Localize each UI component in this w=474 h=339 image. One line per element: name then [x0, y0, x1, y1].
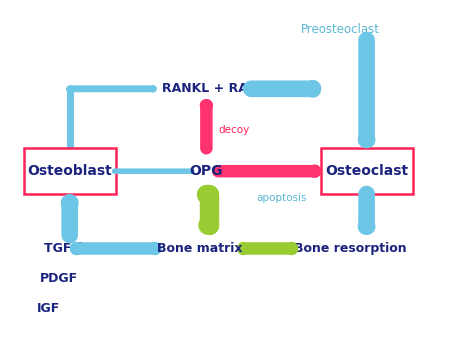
Text: decoy: decoy	[218, 125, 249, 135]
Text: Bone resorption: Bone resorption	[294, 242, 406, 255]
Text: apoptosis: apoptosis	[256, 193, 307, 203]
Text: PDGF: PDGF	[40, 272, 78, 285]
FancyBboxPatch shape	[24, 148, 116, 194]
Text: IGF: IGF	[36, 301, 60, 315]
Text: TGF β1: TGF β1	[44, 242, 93, 255]
Text: OPG: OPG	[190, 164, 223, 178]
Text: Bone matrix: Bone matrix	[156, 242, 242, 255]
Text: Osteoblast: Osteoblast	[27, 164, 112, 178]
Text: RANKL + RANK: RANKL + RANK	[162, 82, 267, 95]
FancyBboxPatch shape	[320, 148, 412, 194]
Text: Preosteoclast: Preosteoclast	[301, 23, 380, 37]
Text: Osteoclast: Osteoclast	[325, 164, 408, 178]
